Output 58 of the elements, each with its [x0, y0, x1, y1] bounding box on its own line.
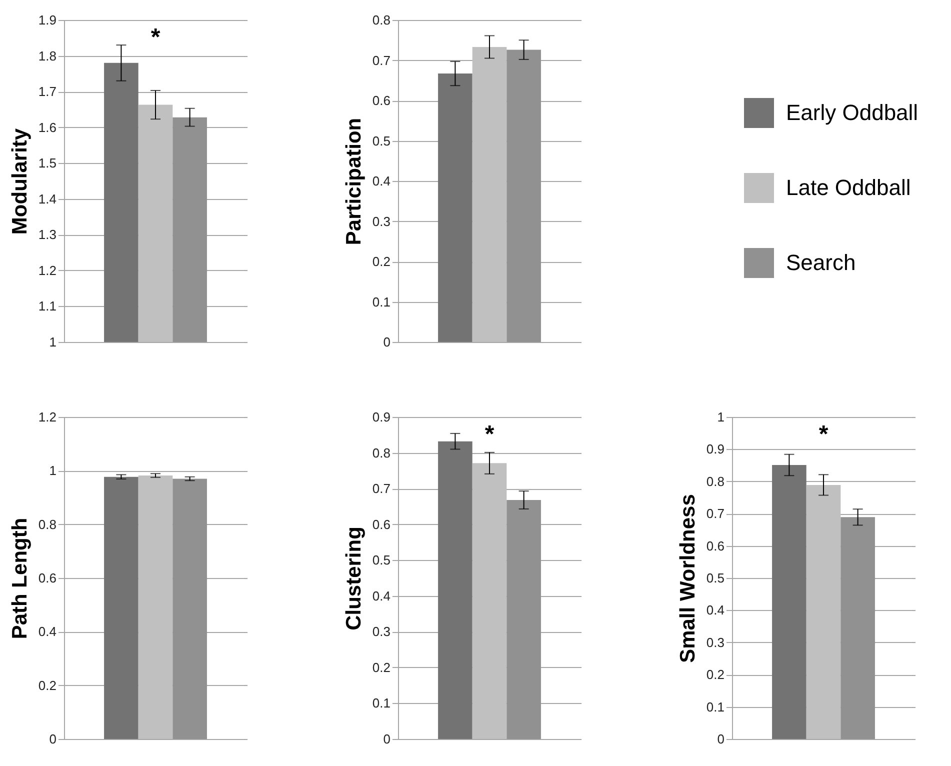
y-tick-label: 0.8	[38, 516, 56, 532]
y-tick-label: 0.2	[372, 660, 390, 675]
y-tick-label: 0.8	[706, 474, 724, 489]
y-tick-label: 0.6	[372, 93, 390, 108]
y-tick-label: 1.9	[38, 12, 56, 28]
y-tick-label: 0.8	[372, 445, 390, 460]
y-tick-label: 0.6	[372, 516, 390, 532]
y-tick-label: 0.4	[372, 174, 390, 188]
annotation: *	[484, 421, 495, 448]
y-tick-label: 1	[49, 334, 56, 350]
y-tick-label: 0.1	[706, 699, 724, 714]
y-tick-label: 1.1	[38, 298, 56, 314]
y-tick-label: 0.9	[706, 442, 724, 457]
y-tick-label: 0.7	[372, 52, 390, 68]
y-tick-label: 0.8	[372, 12, 390, 28]
y-tick-label: 1.5	[38, 156, 56, 171]
y-tick-label: 0.2	[372, 254, 390, 269]
y-tick-label: 0.3	[706, 634, 724, 650]
y-axis-title: Clustering	[342, 526, 366, 630]
y-tick-label: 1.2	[38, 262, 56, 278]
y-tick-label: 0.2	[706, 667, 724, 682]
y-tick-label: 0.5	[372, 552, 390, 568]
y-tick-label: 0.6	[706, 538, 724, 554]
y-tick-label: 1	[49, 463, 56, 478]
y-tick-label: 1.3	[38, 227, 56, 242]
y-tick-label: 0.7	[706, 506, 724, 522]
y-tick-label: 0.7	[372, 481, 390, 496]
y-tick-label: 0	[717, 732, 724, 746]
y-tick-label: 0.4	[706, 602, 724, 618]
y-tick-label: 1.7	[38, 84, 56, 100]
y-tick-label: 0.5	[372, 133, 390, 148]
legend-label: Early Oddball	[786, 100, 918, 125]
y-tick-label: 0.4	[372, 588, 390, 604]
y-tick-label: 0.3	[372, 624, 390, 640]
y-tick-label: 1.2	[38, 410, 56, 424]
y-tick-label: 0	[49, 732, 56, 746]
y-tick-label: 0.2	[38, 678, 56, 693]
legend-label: Late Oddball	[786, 175, 911, 200]
annotation: *	[150, 24, 161, 51]
y-tick-label: 0.6	[38, 570, 56, 586]
y-tick-label: 1.4	[38, 191, 56, 206]
y-tick-label: 0.1	[372, 294, 390, 310]
y-axis-title: Path Length	[8, 518, 32, 640]
legend-label: Search	[786, 250, 856, 275]
y-tick-label: 1.6	[38, 120, 56, 135]
y-tick-label: 0.5	[706, 570, 724, 586]
y-axis-title: Small Worldness	[676, 494, 700, 663]
y-axis-title: Modularity	[8, 128, 32, 235]
y-tick-label: 0	[383, 334, 390, 350]
y-tick-label: 1	[717, 410, 724, 424]
annotation: *	[818, 421, 829, 448]
y-tick-label: 0.3	[372, 214, 390, 229]
y-tick-label: 1.8	[38, 48, 56, 64]
y-axis-title: Participation	[342, 118, 366, 246]
y-tick-label: 0.9	[372, 410, 390, 424]
y-tick-label: 0	[383, 732, 390, 746]
y-tick-label: 0.1	[372, 696, 390, 711]
y-tick-label: 0.4	[38, 624, 56, 640]
